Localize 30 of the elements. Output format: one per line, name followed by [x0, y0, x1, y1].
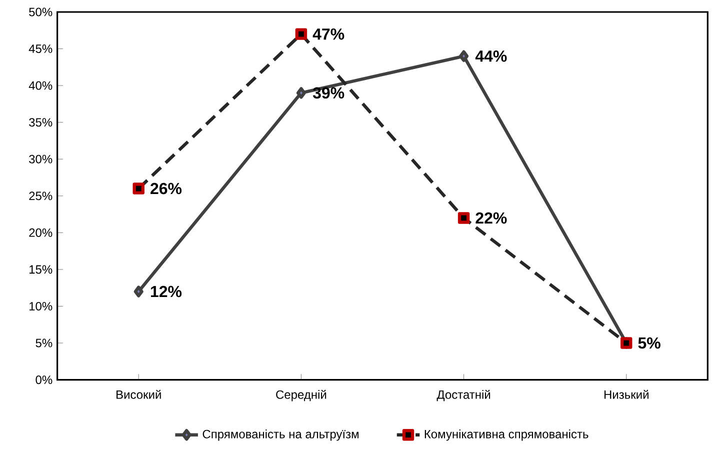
point	[296, 86, 306, 99]
x-tick-label: Низький	[604, 390, 648, 399]
data-label: 26%	[150, 182, 182, 194]
y-tick-label: 30%	[29, 154, 52, 164]
y-tick-label: 25%	[29, 191, 52, 200]
point	[458, 50, 469, 62]
y-tick-label: 35%	[29, 118, 52, 126]
x-tick-label: Середній	[276, 390, 326, 402]
y-tick-label: 20%	[29, 228, 52, 237]
data-label: 47%	[312, 28, 344, 40]
point	[295, 28, 308, 40]
y-tick-label: 45%	[28, 44, 52, 53]
y-tick-label: 50%	[29, 8, 52, 16]
y-tick-label: 15%	[30, 265, 52, 274]
x-tick-label: Достатній	[436, 390, 490, 401]
data-label: 39%	[312, 87, 344, 98]
data-label: 22%	[476, 212, 507, 224]
legend-label: Спрямованість на альтруїзм	[202, 429, 358, 441]
point	[458, 212, 470, 224]
y-tick-label: 40%	[28, 81, 52, 90]
data-label: 5%	[638, 337, 660, 348]
data-label: 12%	[150, 286, 182, 297]
y-tick-label: 10%	[30, 302, 52, 310]
x-tick-label: Високий	[116, 390, 161, 399]
point	[132, 182, 144, 194]
y-tick-label: 0%	[36, 375, 52, 384]
data-label: 44%	[475, 50, 507, 62]
point	[134, 285, 144, 298]
y-tick-label: 5%	[36, 338, 52, 348]
legend-label: Комунікативна спрямованість	[424, 429, 588, 441]
